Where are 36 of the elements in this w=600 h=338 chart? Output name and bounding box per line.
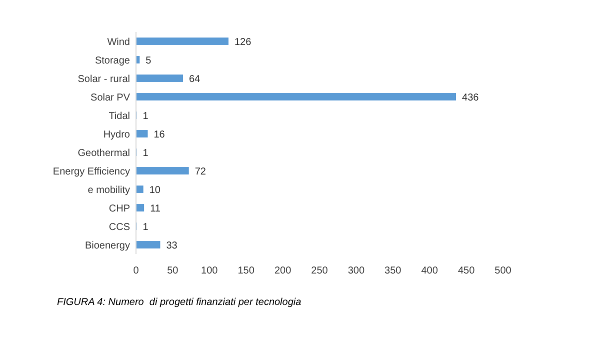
y-tick-label: Solar PV	[90, 92, 130, 104]
x-tick-label: 400	[421, 266, 438, 276]
y-tick-label: CHP	[108, 203, 130, 214]
x-tick-label: 350	[384, 266, 402, 276]
data-label: 11	[150, 203, 161, 214]
x-tick-label: 250	[311, 266, 328, 276]
x-tick-label: 150	[238, 266, 255, 276]
x-tick-label: 100	[201, 266, 218, 276]
y-tick-label: Energy Efficiency	[52, 166, 130, 178]
x-tick-label: 500	[494, 266, 512, 276]
y-tick-label: Wind	[107, 36, 130, 48]
y-tick-label: Tidal	[108, 110, 130, 122]
y-tick-label: Geothermal	[78, 148, 130, 159]
y-tick-label: Storage	[94, 55, 130, 66]
data-label: 1	[142, 148, 149, 159]
data-label: 10	[149, 184, 161, 196]
x-tick-label: 300	[348, 266, 365, 276]
data-label: 436	[462, 92, 480, 104]
y-tick-label: Solar - rural	[78, 74, 130, 85]
text: FIGURA 4: Numero di progetti finanziati per tecnologia	[57, 297, 302, 308]
x-tick-label: 450	[458, 266, 476, 276]
y-tick-label: CCS	[108, 222, 130, 233]
data-label: 5	[146, 55, 152, 66]
data-label: 126	[234, 36, 252, 48]
x-tick-label: 200	[274, 266, 292, 276]
y-tick-label: Bioenergy	[84, 240, 130, 252]
data-label: 16	[154, 129, 166, 140]
data-label: 33	[166, 240, 178, 252]
data-label: 72	[194, 166, 206, 178]
data-label: 1	[142, 110, 149, 122]
x-tick-label: 0	[133, 266, 140, 276]
data-label: 64	[188, 74, 201, 85]
y-tick-label: e mobility	[88, 184, 130, 196]
data-label: 1	[142, 222, 149, 233]
x-tick-label: 50	[167, 266, 179, 276]
y-tick-label: Hydro	[103, 129, 130, 140]
